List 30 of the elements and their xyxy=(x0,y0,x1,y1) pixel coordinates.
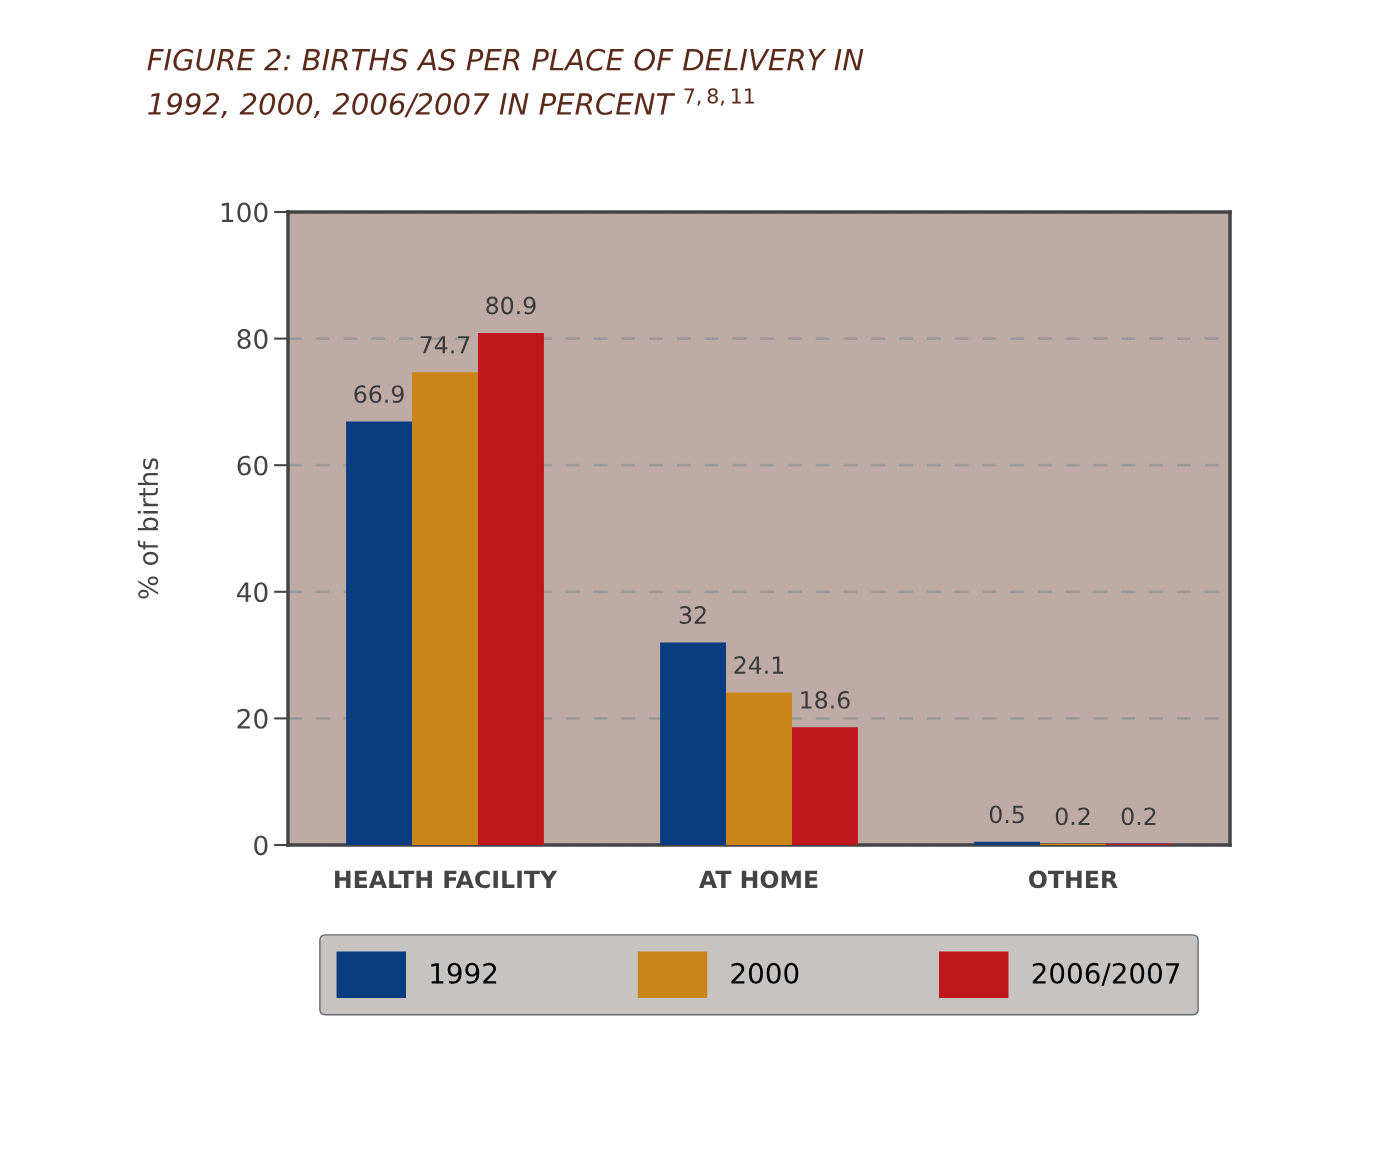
data-label: 66.9 xyxy=(354,385,404,404)
data-label: 18.6 xyxy=(801,690,850,709)
data-label: 74.7 xyxy=(420,336,470,354)
data-label: 80.9 xyxy=(486,296,536,315)
y-tick-label: 80 xyxy=(237,329,268,349)
y-tick-label: 40 xyxy=(236,582,268,603)
bar xyxy=(974,841,1041,845)
legend-label: 2000 xyxy=(731,962,799,984)
bar xyxy=(346,421,413,845)
data-label: 0.5 xyxy=(989,805,1024,824)
data-label: 0.2 xyxy=(1121,807,1156,826)
y-axis-title: % of births xyxy=(137,458,159,599)
y-tick-label: 20 xyxy=(237,708,268,729)
y-tick-label: 100 xyxy=(221,202,268,223)
data-label: 0.2 xyxy=(1055,807,1090,826)
legend-label: 2006/2007 xyxy=(1032,962,1180,987)
y-tick-label: 60 xyxy=(237,455,268,476)
bar xyxy=(477,332,544,845)
y-tick-label: 0 xyxy=(254,835,268,856)
x-tick-label: AT HOME xyxy=(699,870,818,889)
data-label: 24.1 xyxy=(734,656,784,674)
bar xyxy=(412,372,478,845)
x-tick-label: HEALTH FACILITY xyxy=(335,870,558,889)
bar xyxy=(791,727,858,845)
data-label: 32 xyxy=(679,606,706,624)
bar xyxy=(726,692,792,845)
chart-title: FIGURE 2: BIRTHS AS PER PLACE OF DELIVERY IN 1992, 2000, 2006/2007 IN PERCENT $^{7,8,11}$ xyxy=(147,48,864,118)
legend-label: 1992 xyxy=(431,962,497,984)
x-tick-label: OTHER xyxy=(1029,870,1118,889)
bar xyxy=(660,642,727,845)
